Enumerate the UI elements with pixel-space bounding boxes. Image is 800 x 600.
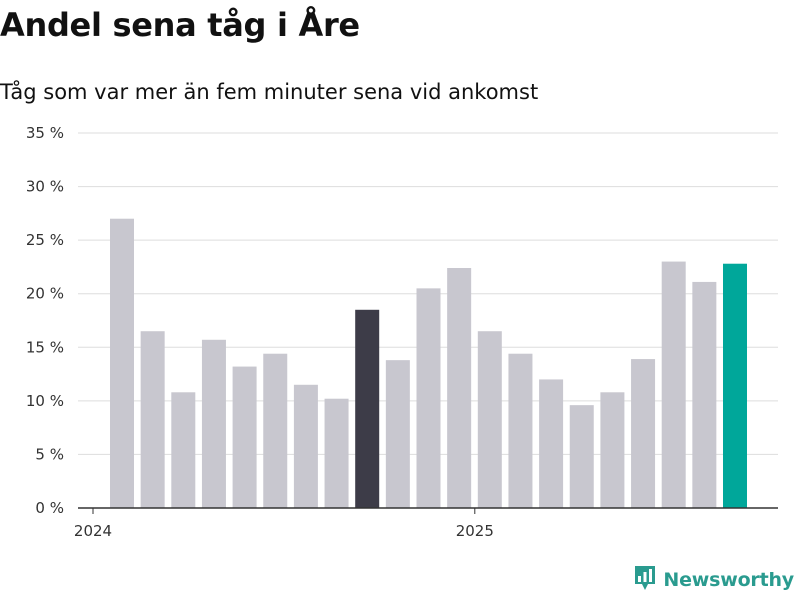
y-tick-label: 10 % [26, 392, 64, 410]
bar [692, 281, 717, 508]
y-tick-label: 25 % [26, 231, 64, 249]
bar [263, 353, 288, 508]
bar [171, 392, 196, 508]
bar [355, 309, 380, 508]
bar [385, 360, 410, 508]
bar [416, 288, 441, 508]
bar [569, 405, 594, 508]
y-tick-label: 30 % [26, 178, 64, 196]
y-tick-label: 5 % [35, 445, 64, 463]
bar [661, 261, 686, 508]
x-tick-label: 2024 [74, 522, 112, 540]
bar [723, 263, 747, 508]
bar [539, 379, 564, 508]
chart-subtitle: Tåg som var mer än fem minuter sena vid … [0, 80, 539, 104]
x-axis-tick-labels: 2024 2025 [74, 508, 494, 540]
y-axis-tick-labels: 0 % 5 % 10 % 15 % 20 % 25 % 30 % 35 % [26, 124, 64, 517]
y-tick-label: 0 % [35, 499, 64, 517]
bar [447, 268, 472, 508]
bar [201, 339, 226, 508]
x-tick-label: 2025 [456, 522, 494, 540]
bar [110, 218, 134, 508]
y-tick-label: 20 % [26, 285, 64, 303]
y-tick-label: 15 % [26, 338, 64, 356]
bar [600, 392, 625, 508]
bar [631, 359, 656, 508]
bar [477, 331, 502, 508]
bar [293, 384, 318, 508]
bar [140, 331, 165, 508]
bar-chart: 0 % 5 % 10 % 15 % 20 % 25 % 30 % 35 % 2024 2025 [26, 124, 778, 540]
bar [324, 398, 349, 508]
brand-logo: Newsworthy [633, 564, 794, 596]
bar-chart-pin-icon [633, 564, 657, 596]
chart-title: Andel sena tåg i Åre [0, 6, 360, 44]
y-tick-label: 35 % [26, 124, 64, 142]
bar [508, 353, 533, 508]
brand-name: Newsworthy [663, 569, 794, 591]
bars [110, 218, 747, 508]
bar [232, 366, 257, 508]
